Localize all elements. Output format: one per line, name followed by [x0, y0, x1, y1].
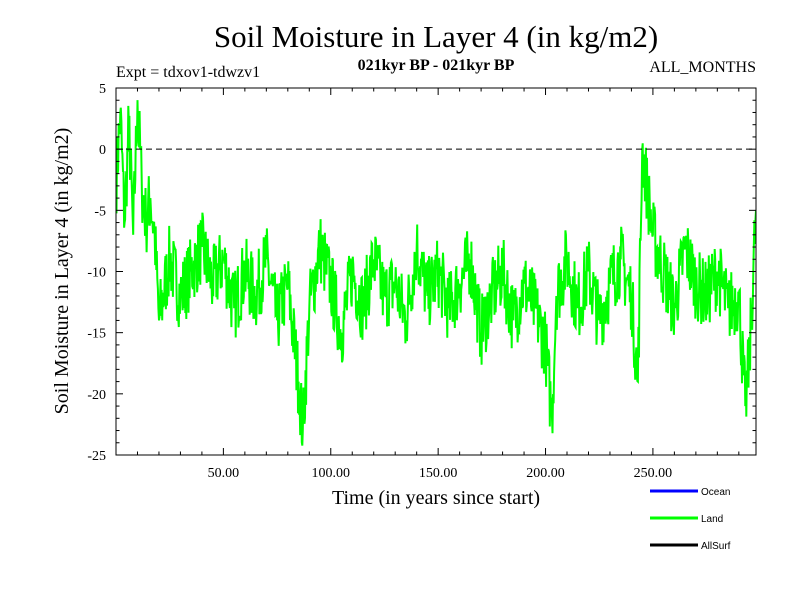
y-axis-label: Soil Moisture in Layer 4 (in kg/m2) — [51, 128, 73, 415]
x-tick-label: 200.00 — [526, 466, 565, 481]
y-tick-label: -15 — [87, 327, 106, 342]
legend-label-ocean: Ocean — [701, 487, 730, 498]
y-tick-label: -5 — [94, 204, 106, 219]
period-label: 021kyr BP - 021kyr BP — [358, 57, 515, 74]
y-tick-label: -20 — [87, 388, 106, 403]
legend-label-allsurf: AllSurf — [701, 541, 731, 552]
x-tick-label: 250.00 — [634, 466, 673, 481]
legend: Ocean Land AllSurf — [650, 487, 731, 552]
series-layer — [116, 100, 756, 446]
x-tick-label: 150.00 — [419, 466, 458, 481]
legend-label-land: Land — [701, 514, 723, 525]
tick-marks — [116, 87, 756, 456]
y-tick-label: 0 — [99, 143, 106, 158]
experiment-label: Expt = tdxov1-tdwzv1 — [116, 64, 260, 81]
months-label: ALL_MONTHS — [649, 59, 756, 76]
x-tick-labels: 50.00 100.00 150.00 200.00 250.00 — [208, 466, 673, 481]
y-tick-label: -25 — [87, 449, 106, 464]
y-tick-label: -10 — [87, 266, 106, 281]
x-tick-label: 100.00 — [312, 466, 351, 481]
x-axis-label: Time (in years since start) — [332, 487, 540, 509]
chart-title: Soil Moisture in Layer 4 (in kg/m2) — [214, 19, 658, 54]
y-tick-label: 5 — [99, 82, 106, 97]
x-tick-label: 50.00 — [208, 466, 240, 481]
series-line-land — [116, 100, 756, 446]
y-tick-labels: 5 0 -5 -10 -15 -20 -25 — [87, 82, 106, 464]
